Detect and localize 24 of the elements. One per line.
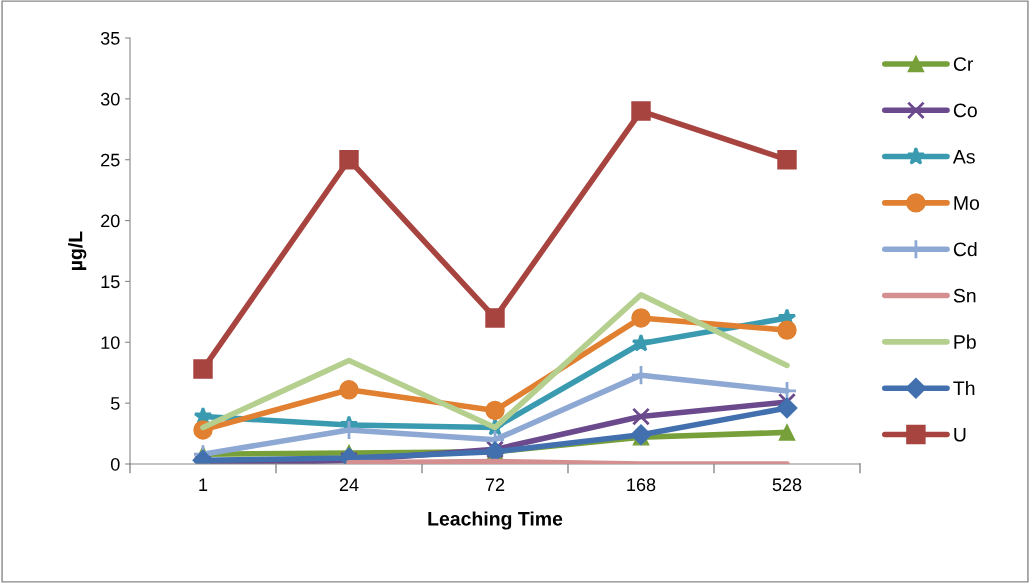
legend-label: As bbox=[952, 150, 975, 164]
x-axis-title: Leaching Time bbox=[428, 511, 563, 530]
legend-label: Co bbox=[953, 103, 977, 118]
y-tick-label: 10 bbox=[101, 336, 120, 350]
y-tick-label: 30 bbox=[100, 92, 120, 106]
legend-label: Pb bbox=[954, 334, 976, 349]
legend-label: Th bbox=[953, 380, 975, 395]
legend-label: U bbox=[954, 427, 966, 442]
y-tick-label: 15 bbox=[101, 275, 120, 289]
x-tick-label: 1 bbox=[199, 478, 208, 491]
y-tick-label: 20 bbox=[101, 214, 120, 228]
x-tick-label: 72 bbox=[485, 478, 505, 491]
x-tick-label: 168 bbox=[627, 478, 656, 492]
legend-label: Mo bbox=[954, 196, 980, 210]
y-tick-label: 25 bbox=[101, 153, 120, 167]
legend-label: Cr bbox=[953, 57, 974, 71]
y-tick-label: 5 bbox=[110, 397, 120, 410]
legend-label: Cd bbox=[953, 241, 977, 257]
y-tick-label: 0 bbox=[110, 457, 120, 471]
x-tick-label: 24 bbox=[339, 478, 359, 491]
y-axis-title: µg/L bbox=[68, 231, 87, 270]
legend-label: Sn bbox=[953, 288, 976, 303]
y-tick-label: 35 bbox=[100, 31, 120, 45]
x-tick-label: 528 bbox=[772, 478, 802, 492]
